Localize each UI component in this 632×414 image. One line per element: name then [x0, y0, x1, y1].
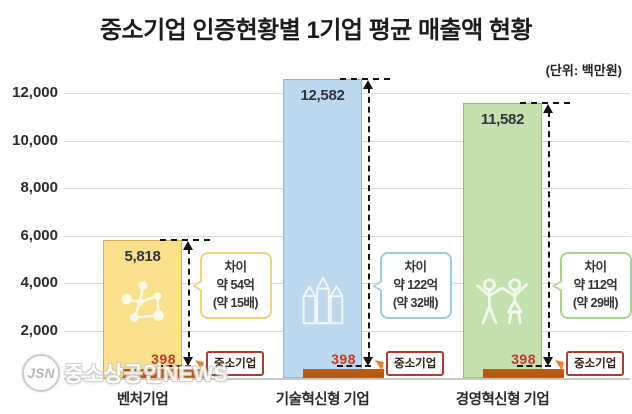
diff-dash-bottom — [337, 365, 371, 367]
callout-line: 차이 — [584, 260, 607, 274]
diff-arrow-line — [188, 247, 190, 358]
category-label: 경영혁신형 기업 — [455, 392, 550, 408]
molecule-icon — [114, 271, 172, 333]
sme-value-label: 398 — [511, 351, 536, 367]
diff-arrow-head-up — [183, 240, 193, 250]
sme-tag-label: 중소기업 — [386, 351, 445, 376]
bar-value-label: 12,582 — [300, 87, 345, 105]
sme-value-label: 398 — [331, 351, 356, 367]
callout-line: 차이 — [404, 260, 427, 274]
sme-value-label: 398 — [151, 351, 176, 367]
y-axis-tick-label: 10,000 — [12, 131, 58, 149]
bar-인증기업: 5,818 — [103, 239, 182, 378]
callout-line: 차이 — [224, 260, 247, 274]
y-axis-tick-label: 2,000 — [20, 321, 58, 339]
callout-line: 약 122억 — [393, 277, 438, 292]
diff-dash-bottom — [157, 365, 191, 367]
diff-arrow-head-up — [543, 103, 553, 113]
diff-dash-bottom — [517, 365, 551, 367]
diff-arrow-head-down — [183, 357, 193, 366]
category-label: 기술혁신형 기업 — [275, 392, 370, 408]
diff-arrow-head-down — [543, 357, 553, 366]
sme-pointer-arrow-icon — [193, 360, 204, 371]
news-logo-icon: JSN — [22, 354, 60, 392]
x-axis-baseline — [64, 378, 630, 380]
callout-line: 약 54억 — [216, 277, 255, 292]
sme-tag-label: 중소기업 — [566, 351, 625, 376]
diff-arrow-head-up — [363, 80, 373, 90]
diff-arrow-line — [548, 110, 550, 358]
y-axis-tick-label: 6,000 — [20, 226, 58, 244]
y-axis-tick-label: 12,000 — [12, 84, 58, 101]
diff-arrow-head-down — [363, 357, 373, 366]
bar-value-label: 11,582 — [480, 110, 525, 128]
bar-인증기업: 12,582 — [283, 79, 362, 378]
sme-pointer-arrow-icon — [553, 360, 564, 371]
bar-value-label: 5,818 — [124, 247, 161, 265]
bar-인증기업: 11,582 — [463, 102, 542, 378]
bar-중소기업 — [483, 368, 564, 378]
y-axis-tick-label: 4,000 — [20, 274, 58, 291]
diff-arrow-line — [368, 87, 370, 358]
diff-dash-top — [340, 78, 390, 81]
pencils-icon — [294, 271, 352, 333]
callout-line: (약 15배) — [212, 295, 259, 310]
sme-pointer-arrow-icon — [373, 360, 384, 371]
callout-line: (약 29배) — [572, 295, 619, 310]
chart-title: 중소기업 인증현황별 1기업 평균 매출액 현황 — [99, 17, 533, 44]
bar-중소기업 — [303, 368, 384, 378]
y-axis-tick-label: 8,000 — [20, 179, 58, 196]
bar-중소기업 — [123, 368, 204, 378]
people-icon — [474, 271, 532, 333]
category-label: 벤처기업 — [116, 392, 169, 408]
diff-dash-top — [520, 101, 570, 104]
unit-label: (단위: 백만원) — [545, 63, 622, 78]
diff-dash-top — [160, 238, 210, 241]
sme-tag-label: 중소기업 — [206, 351, 265, 376]
callout-line: 약 112억 — [573, 277, 618, 292]
callout-line: (약 32배) — [392, 295, 439, 310]
